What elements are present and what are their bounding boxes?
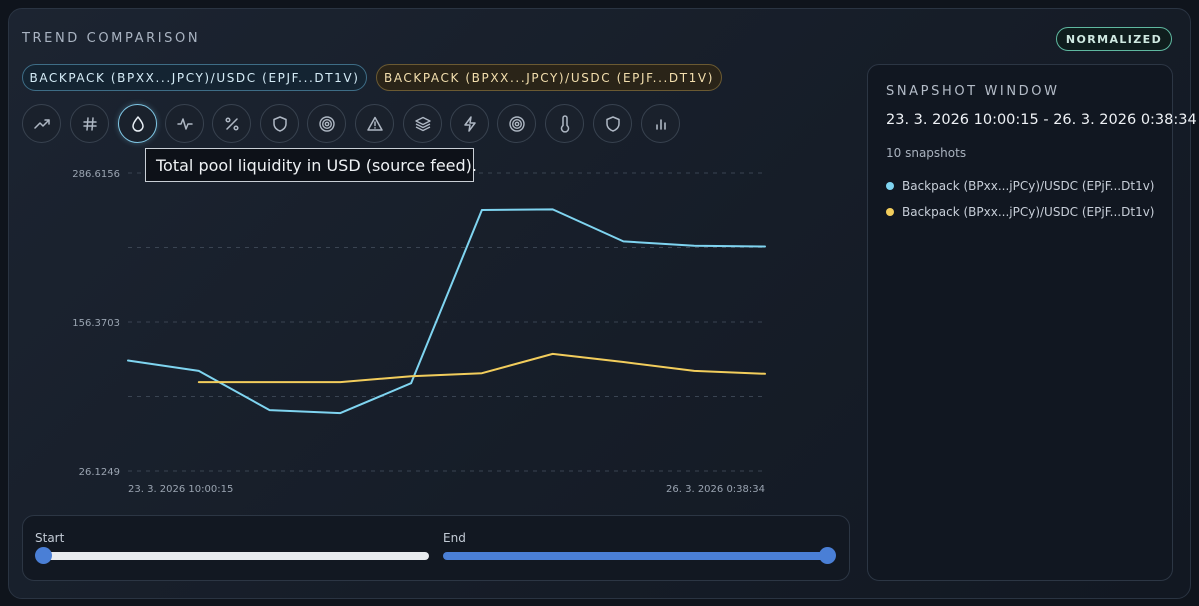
legend-dot	[886, 208, 894, 216]
end-track[interactable]	[443, 552, 833, 560]
warning-icon	[366, 116, 383, 131]
thermometer-icon	[560, 114, 569, 133]
y-tick-label: 26.1249	[79, 467, 120, 478]
line-chart: 286.6156 156.3703 26.1249 23. 3. 2026 10:0…	[72, 169, 766, 495]
target-icon	[318, 115, 335, 132]
metric-button-security-2[interactable]	[593, 104, 632, 143]
x-tick-label: 26. 3. 2026 0:38:34	[666, 484, 765, 495]
metric-button-count[interactable]	[70, 104, 109, 143]
pulse-icon	[176, 117, 193, 130]
start-handle[interactable]	[35, 547, 52, 564]
y-tick-label: 286.6156	[72, 169, 120, 180]
shield-icon	[272, 115, 287, 132]
normalized-badge[interactable]: NORMALIZED	[1056, 27, 1172, 51]
series-line-2	[197, 352, 766, 384]
legend-label: Backpack (BPxx...jPCy)/USDC (EPjF...Dt1v…	[902, 179, 1155, 193]
percent-icon	[224, 116, 239, 131]
metric-button-layers[interactable]	[403, 104, 442, 143]
layers-icon	[414, 116, 431, 131]
end-label: End	[443, 531, 466, 545]
y-tick-label: 156.3703	[72, 318, 120, 329]
metric-tooltip: Total pool liquidity in USD (source feed…	[145, 148, 477, 182]
range-slider: Start End	[22, 515, 850, 581]
legend-dot	[886, 182, 894, 190]
legend-item-1: Backpack (BPxx...jPCy)/USDC (EPjF...Dt1v…	[886, 179, 1155, 193]
lightning-icon	[463, 115, 476, 132]
metric-button-security[interactable]	[260, 104, 299, 143]
x-tick-label: 23. 3. 2026 10:00:15	[128, 484, 233, 495]
legend-label: Backpack (BPxx...jPCy)/USDC (EPjF...Dt1v…	[902, 205, 1155, 219]
hash-icon	[82, 116, 97, 131]
metric-button-activity[interactable]	[165, 104, 204, 143]
metric-button-target-2[interactable]	[497, 104, 536, 143]
start-label: Start	[35, 531, 65, 545]
legend-item-2: Backpack (BPxx...jPCy)/USDC (EPjF...Dt1v…	[886, 205, 1155, 219]
metric-button-percent[interactable]	[212, 104, 251, 143]
metric-button-trend[interactable]	[22, 104, 61, 143]
snapshot-range: 23. 3. 2026 10:00:15 - 26. 3. 2026 0:38:…	[886, 112, 1197, 128]
bar-chart-icon	[655, 118, 666, 130]
droplet-icon	[131, 115, 144, 132]
series-line-1	[127, 208, 766, 415]
target-icon	[508, 115, 525, 132]
metric-button-target[interactable]	[307, 104, 346, 143]
pair-pill-1[interactable]: BACKPACK (BPXX...JPCY)/USDC (EPJF...DT1V…	[22, 64, 367, 91]
start-track[interactable]	[41, 552, 429, 560]
trend-icon	[33, 118, 50, 129]
snapshot-window-panel: SNAPSHOT WINDOW 23. 3. 2026 10:00:15 - 2…	[867, 64, 1197, 581]
metric-button-temperature[interactable]	[545, 104, 584, 143]
end-handle[interactable]	[819, 547, 836, 564]
metric-button-bars[interactable]	[641, 104, 680, 143]
metric-button-warning[interactable]	[355, 104, 394, 143]
shield-icon	[605, 115, 620, 132]
metric-button-liquidity[interactable]	[118, 104, 157, 143]
snapshot-window-title: SNAPSHOT WINDOW	[886, 84, 1060, 99]
panel-title: TREND COMPARISON	[22, 31, 201, 46]
snapshot-count: 10 snapshots	[886, 146, 967, 160]
metric-button-speed[interactable]	[450, 104, 489, 143]
pair-pill-2[interactable]: BACKPACK (BPXX...JPCY)/USDC (EPJF...DT1V…	[376, 64, 722, 91]
